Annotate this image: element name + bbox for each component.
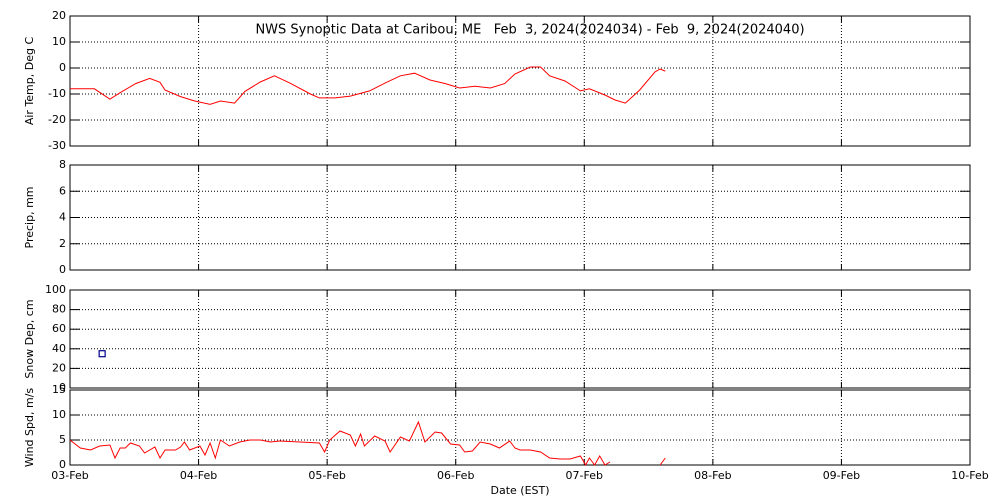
y-tick-label: 100 xyxy=(45,283,66,296)
x-tick-label: 07-Feb xyxy=(566,469,603,482)
y-tick-label: 0 xyxy=(59,458,66,471)
y-axis-label: Wind Spd, m/s xyxy=(23,388,36,468)
data-line xyxy=(70,66,666,105)
plot-frame xyxy=(69,15,971,147)
x-tick-label: 04-Feb xyxy=(180,469,217,482)
x-tick-label: 10-Feb xyxy=(951,469,988,482)
y-tick-label: 2 xyxy=(59,237,66,250)
plot-frame xyxy=(69,389,971,466)
x-axis-label: Date (EST) xyxy=(490,484,549,497)
y-tick-label: -30 xyxy=(48,139,66,152)
y-tick-label: 80 xyxy=(52,303,66,316)
data-line xyxy=(69,420,666,467)
y-tick-label: 0 xyxy=(59,61,66,74)
y-tick-label: 15 xyxy=(52,383,66,396)
y-tick-label: -10 xyxy=(48,87,66,100)
x-tick-label: 06-Feb xyxy=(437,469,474,482)
y-axis-label: Precip, mm xyxy=(23,187,36,249)
y-tick-label: 10 xyxy=(52,408,66,421)
y-tick-label: 6 xyxy=(59,184,66,197)
y-tick-label: 4 xyxy=(59,211,66,224)
x-tick-label: 08-Feb xyxy=(694,469,731,482)
data-point xyxy=(98,350,106,358)
x-tick-label: 09-Feb xyxy=(823,469,860,482)
x-tick-label: 03-Feb xyxy=(51,469,88,482)
y-tick-label: 0 xyxy=(59,381,66,394)
x-tick-label: 05-Feb xyxy=(308,469,345,482)
y-tick-label: 40 xyxy=(52,342,66,355)
y-tick-label: -20 xyxy=(48,113,66,126)
y-axis-label: Air Temp, Deg C xyxy=(23,37,36,126)
y-tick-label: 10 xyxy=(52,35,66,48)
y-tick-label: 20 xyxy=(52,9,66,22)
y-axis-label: Snow Dep, cm xyxy=(23,299,36,378)
y-tick-label: 60 xyxy=(52,322,66,335)
plot-frame xyxy=(69,289,971,389)
plot-frame xyxy=(69,164,971,271)
chart-title: NWS Synoptic Data at Caribou, ME Feb 3, … xyxy=(255,23,804,38)
y-tick-label: 20 xyxy=(52,361,66,374)
y-tick-label: 5 xyxy=(59,433,66,446)
y-tick-label: 8 xyxy=(59,158,66,171)
y-tick-label: 0 xyxy=(59,263,66,276)
